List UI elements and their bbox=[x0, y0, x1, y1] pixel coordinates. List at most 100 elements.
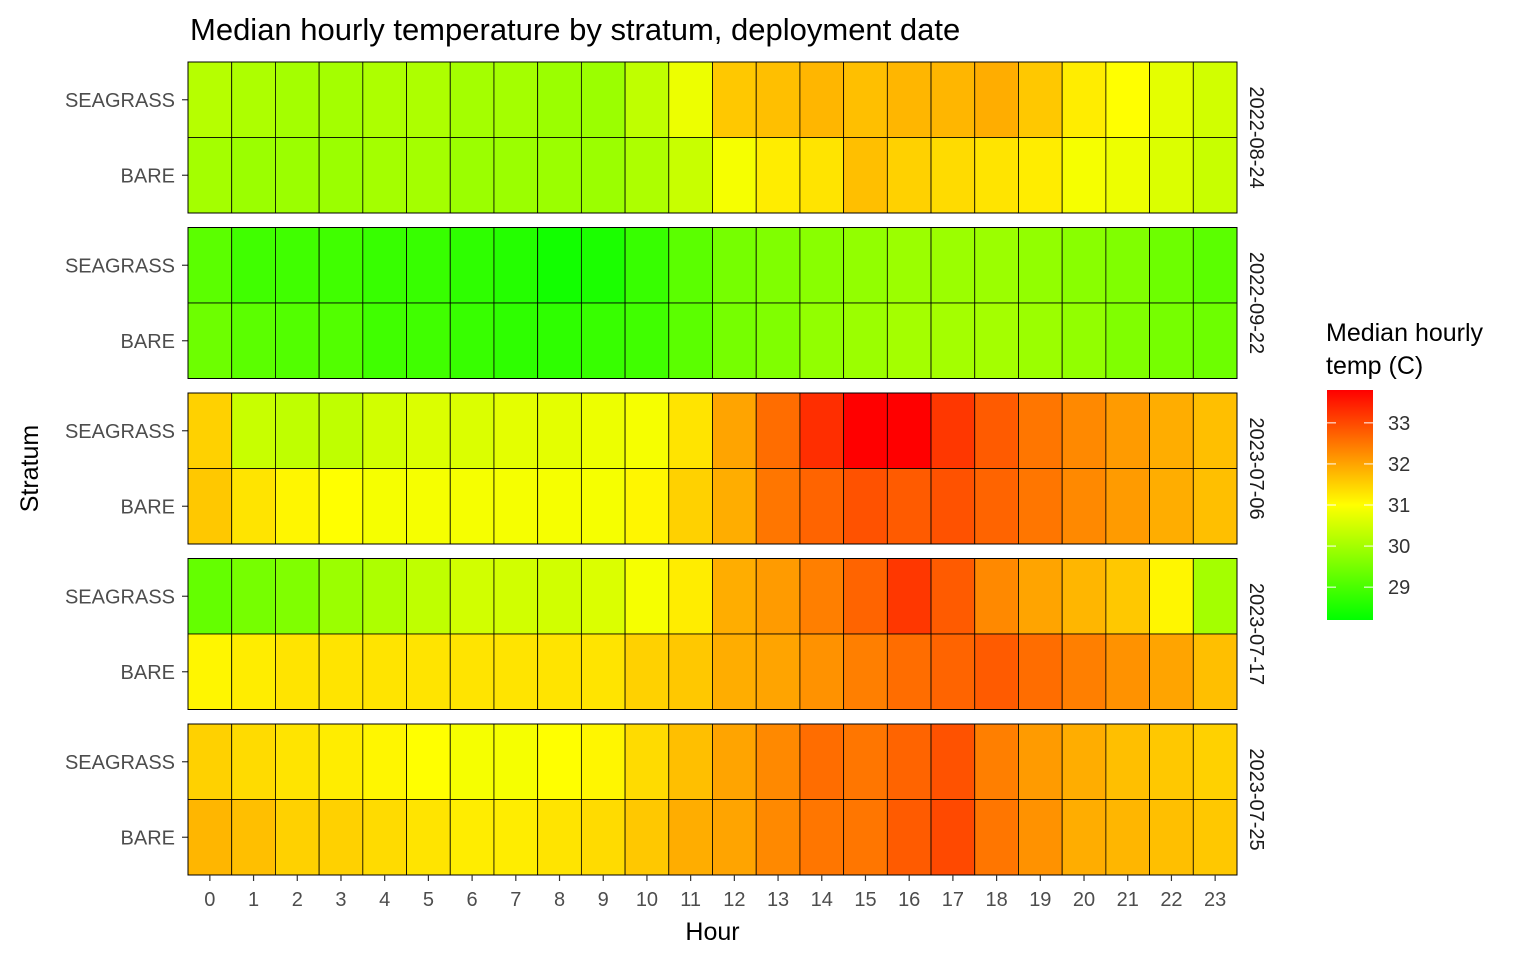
heatmap-cell bbox=[537, 61, 582, 138]
heatmap-cell bbox=[624, 227, 670, 304]
heatmap-cell bbox=[449, 723, 495, 800]
heatmap-cell bbox=[275, 137, 320, 214]
heatmap-cell bbox=[537, 302, 582, 379]
heatmap-cell bbox=[406, 392, 451, 469]
heatmap-cell bbox=[624, 137, 670, 214]
y-tick-label: BARE bbox=[121, 662, 175, 684]
heatmap-cell bbox=[231, 633, 276, 710]
heatmap-cell bbox=[1018, 302, 1063, 379]
heatmap-cell bbox=[886, 723, 932, 800]
heatmap-cell bbox=[406, 137, 451, 214]
heatmap-cell bbox=[406, 468, 451, 545]
heatmap-cell bbox=[406, 227, 451, 304]
heatmap-cell bbox=[231, 468, 276, 545]
heatmap-cell bbox=[668, 633, 713, 710]
heatmap-cell bbox=[668, 468, 713, 545]
heatmap-cell bbox=[580, 302, 626, 379]
legend-title-line-1: Median hourly bbox=[1326, 319, 1484, 347]
heatmap-cell bbox=[886, 799, 932, 876]
heatmap-cell bbox=[1149, 468, 1194, 545]
heatmap-cell bbox=[1192, 61, 1238, 138]
y-tick-label: BARE bbox=[121, 331, 175, 353]
heatmap-cell bbox=[406, 61, 451, 138]
heatmap-cell bbox=[1018, 633, 1063, 710]
x-tick-label: 15 bbox=[854, 889, 876, 911]
heatmap-cell bbox=[930, 468, 976, 545]
legend-tick-label: 33 bbox=[1388, 413, 1410, 435]
heatmap-cell bbox=[318, 799, 364, 876]
heatmap-cell bbox=[668, 227, 713, 304]
heatmap-cell bbox=[1061, 302, 1107, 379]
heatmap-cell bbox=[974, 799, 1019, 876]
x-tick-label: 6 bbox=[467, 889, 478, 911]
heatmap-cell bbox=[624, 61, 670, 138]
heatmap-cell bbox=[886, 137, 932, 214]
heatmap-cell bbox=[537, 392, 582, 469]
heatmap-cell bbox=[712, 302, 757, 379]
heatmap-cell bbox=[187, 468, 233, 545]
heatmap-cell bbox=[843, 392, 888, 469]
heatmap-cell bbox=[624, 633, 670, 710]
heatmap-cell bbox=[624, 468, 670, 545]
heatmap-cell bbox=[406, 633, 451, 710]
heatmap-cell bbox=[712, 227, 757, 304]
heatmap-cell bbox=[1105, 633, 1150, 710]
heatmap-cell bbox=[668, 558, 713, 635]
heatmap-cell bbox=[799, 137, 845, 214]
x-tick-label: 3 bbox=[335, 889, 346, 911]
y-tick-label: SEAGRASS bbox=[65, 752, 175, 774]
heatmap-cell bbox=[275, 302, 320, 379]
facet-strip-label: 2023-07-06 bbox=[1245, 417, 1267, 519]
heatmap-cell bbox=[668, 61, 713, 138]
heatmap-cell bbox=[275, 392, 320, 469]
x-tick-label: 14 bbox=[811, 889, 833, 911]
y-tick-label: SEAGRASS bbox=[65, 586, 175, 608]
heatmap-cell bbox=[187, 723, 233, 800]
heatmap-cell bbox=[974, 558, 1019, 635]
heatmap-cell bbox=[974, 468, 1019, 545]
heatmap-cell bbox=[799, 468, 845, 545]
heatmap-cell bbox=[930, 227, 976, 304]
heatmap-cell bbox=[1149, 227, 1194, 304]
heatmap-cell bbox=[362, 227, 407, 304]
heatmap-cell bbox=[318, 392, 364, 469]
heatmap-cell bbox=[668, 799, 713, 876]
facet-strip-label: 2022-08-24 bbox=[1245, 86, 1267, 188]
heatmap-cell bbox=[406, 302, 451, 379]
heatmap-cell bbox=[580, 392, 626, 469]
heatmap-cell bbox=[187, 61, 233, 138]
heatmap-cell bbox=[362, 633, 407, 710]
x-tick-label: 8 bbox=[554, 889, 565, 911]
heatmap-cell bbox=[668, 392, 713, 469]
y-tick-label: SEAGRASS bbox=[65, 421, 175, 443]
heatmap-cell bbox=[493, 558, 539, 635]
heatmap-cell bbox=[449, 799, 495, 876]
heatmap-cell bbox=[1192, 633, 1238, 710]
facet-panels: SEAGRASS BARE 2022-08-24 SEAGRASS BARE 2022-0… bbox=[65, 61, 1267, 876]
heatmap-cell bbox=[187, 799, 233, 876]
heatmap-cell bbox=[406, 723, 451, 800]
heatmap-cell bbox=[537, 468, 582, 545]
heatmap-cell bbox=[755, 558, 801, 635]
heatmap-cell bbox=[1149, 137, 1194, 214]
legend-tick-label: 31 bbox=[1388, 495, 1410, 517]
heatmap-cell bbox=[1018, 799, 1063, 876]
facet-panel: SEAGRASS BARE 2023-07-25 bbox=[65, 723, 1267, 876]
heatmap-cell bbox=[799, 61, 845, 138]
heatmap-cell bbox=[275, 723, 320, 800]
heatmap-cell bbox=[624, 799, 670, 876]
heatmap-cell bbox=[1105, 137, 1150, 214]
heatmap-cell bbox=[930, 723, 976, 800]
x-tick-label: 18 bbox=[985, 889, 1007, 911]
heatmap-cell bbox=[362, 61, 407, 138]
heatmap-cell bbox=[712, 723, 757, 800]
heatmap-cell bbox=[537, 799, 582, 876]
x-tick-label: 16 bbox=[898, 889, 920, 911]
heatmap-cell bbox=[318, 137, 364, 214]
heatmap-cell bbox=[886, 468, 932, 545]
heatmap-cell bbox=[1061, 468, 1107, 545]
heatmap-cell bbox=[362, 558, 407, 635]
heatmap-cell bbox=[712, 392, 757, 469]
heatmap-cell bbox=[843, 558, 888, 635]
